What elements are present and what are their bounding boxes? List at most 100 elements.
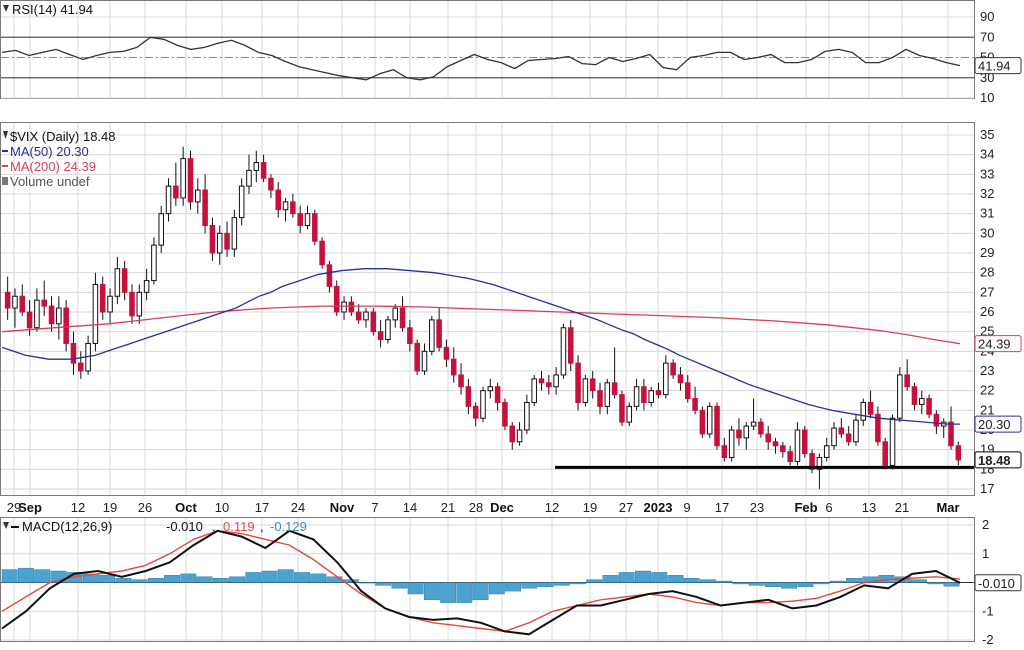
candle-body [392,307,399,321]
candle-body [282,201,289,211]
x-axis-label: 27 [619,500,633,515]
candle-body [348,301,355,313]
candle-body [845,433,852,443]
ma50-legend-text: MA(50) 20.30 [10,144,89,159]
macd-legend-macd-value: -0.010 [166,519,203,534]
macd-hist-bar [570,582,586,585]
x-axis-label: 13 [862,500,876,515]
candle-body [158,213,164,246]
candle-body [173,185,179,199]
macd-hist-bar [1,569,18,583]
x-axis-label: 17 [255,500,269,515]
candle-body [787,451,793,462]
x-axis-label: 23 [750,500,764,515]
candle-body [377,331,384,341]
macd-hist-bar [131,579,148,583]
price-tick-label: 22 [980,383,994,398]
last-price-label: 18.48 [978,453,1011,468]
macd-hist-bar [911,579,927,583]
macd-hist-bar [716,580,733,583]
macd-hist-bar [326,576,343,583]
macd-hist-bar [618,572,635,583]
candle-body [187,158,194,203]
candle-body [275,189,282,211]
macd-legend-signal-value: 0.119 [223,519,255,534]
x-axis-label: 10 [215,500,229,515]
price-tick-label: 30 [980,225,994,240]
candle-body [107,295,113,313]
candle-body [494,386,501,403]
candle-body [99,283,106,313]
candle-body [750,421,757,427]
candle-body [589,378,596,392]
candle-body [677,374,684,384]
candle-body [772,441,779,447]
candle-body [626,405,633,423]
candle-body [743,425,750,439]
x-axis-label: 2023 [644,500,673,515]
price-tick-label: 28 [980,265,994,280]
candle-body [765,433,771,443]
macd-hist-bar [82,573,99,583]
x-axis-label: 17 [715,500,729,515]
ma200-value-label-box [974,335,1022,353]
macd-hist-bar [440,582,457,603]
candle-body [867,401,874,415]
x-axis-label: 26 [138,500,152,515]
macd-hist-bar [813,582,830,585]
candle-body [304,213,311,226]
candle-body [823,445,830,459]
candle-body [209,224,216,254]
candle-body [355,311,362,321]
candle-body [414,342,420,372]
candle-body [831,427,837,447]
candle-body [450,358,457,376]
macd-hist-bar [196,576,213,583]
candle-body [399,307,406,329]
ma50-value-label-box [974,415,1022,433]
candle-body [253,162,260,171]
candle-body [407,327,413,344]
candle-body [121,268,128,293]
candle-body [202,189,208,226]
candle-body [897,374,903,419]
macd-layer [1,529,961,636]
x-axis-label: 28 [469,500,483,515]
macd-hist-bar [359,582,375,584]
candle-body [333,285,340,313]
rsi-line [1,36,961,81]
candle-body [12,295,18,309]
candle-body [151,244,157,282]
macd-legend-icon [3,522,9,529]
candle-body [370,311,377,333]
candle-body [619,394,625,423]
candle-body [231,217,238,250]
macd-hist-bar [667,575,684,583]
x-axis-label: 9 [683,500,690,515]
macd-hist-bar [862,576,879,583]
candle-body [553,374,559,388]
macd-hist-bar [115,577,132,583]
price-tick-label: 27 [980,284,994,299]
macd-hist-bar [294,572,310,583]
last-price-label-box [974,451,1022,469]
candle-body [758,421,764,435]
candle-body [926,398,932,415]
macd-hist-bar [505,582,521,592]
macd-hist-bar [732,582,749,585]
candle-body [136,291,143,317]
candle-body [26,311,33,329]
price-tick-label: 25 [980,324,994,339]
ma50-line [1,268,960,425]
price-tick-label: 31 [980,206,994,221]
candle-body [472,405,479,419]
price-tick-label: 21 [980,402,994,417]
candle-body [363,311,369,321]
x-axis-label: Feb [794,500,817,515]
candle-body [641,386,647,403]
rsi-value-label: 41.94 [978,59,1011,74]
x-axis-label: Dec [490,500,514,515]
price-legend-title: $VIX (Daily) 18.48 [10,129,116,144]
candle-body [312,213,318,242]
macd-hist-bar [407,582,424,595]
